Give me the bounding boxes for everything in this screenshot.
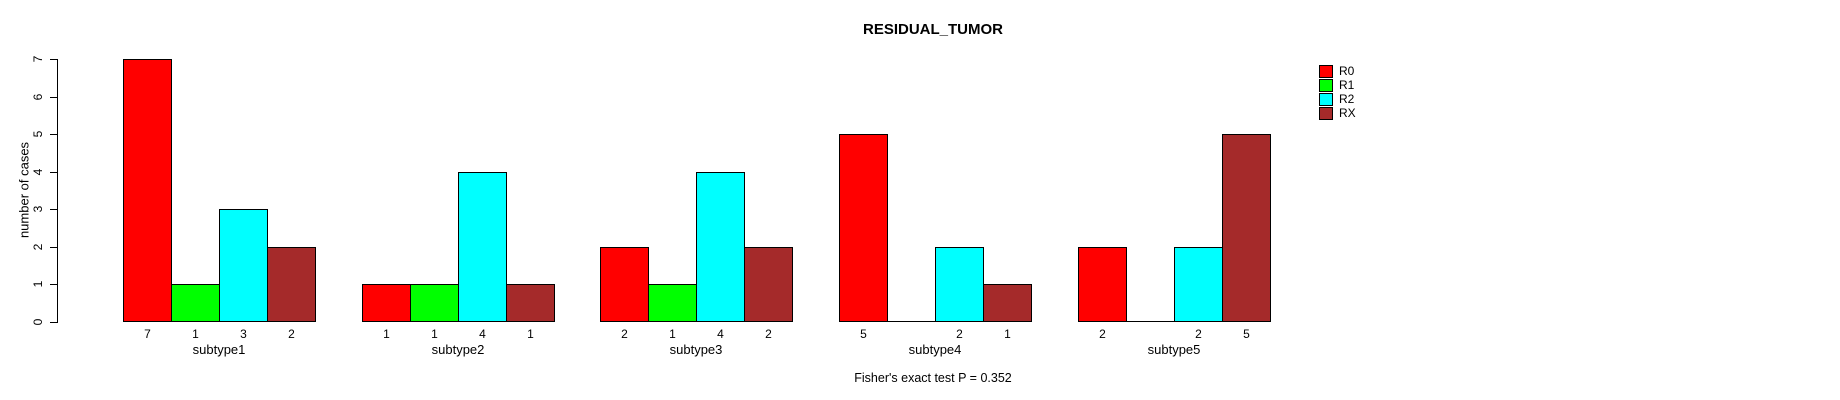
bar-subtype5-R1-zero [1126, 321, 1175, 322]
legend: R0 R1 R2 RX [1319, 64, 1356, 121]
bar-subtype3-RX [744, 247, 793, 322]
legend-item-R2: R2 [1319, 92, 1356, 106]
category-label-subtype3: subtype3 [669, 342, 723, 357]
bar-value-label-subtype4-R2: 2 [956, 327, 963, 341]
y-tick-mark [50, 172, 57, 173]
y-axis-line [57, 59, 58, 323]
legend-item-RX: RX [1319, 106, 1356, 120]
y-tick-label: 5 [31, 130, 45, 138]
bar-subtype1-R1 [171, 284, 220, 322]
bar-subtype2-RX [506, 284, 555, 322]
bar-value-label-subtype1-R2: 3 [240, 327, 247, 341]
bar-value-label-subtype1-RX: 2 [288, 327, 295, 341]
bar-value-label-subtype5-R0: 2 [1099, 327, 1106, 341]
bar-subtype4-R0 [839, 134, 888, 322]
category-label-subtype5: subtype5 [1147, 342, 1201, 357]
y-tick-mark [50, 284, 57, 285]
bar-value-label-subtype2-R0: 1 [383, 327, 390, 341]
bar-subtype1-R2 [219, 209, 268, 322]
y-tick-mark [50, 134, 57, 135]
bar-value-label-subtype5-RX: 5 [1243, 327, 1250, 341]
bar-subtype4-RX [983, 284, 1032, 322]
legend-swatch-R1 [1319, 78, 1333, 92]
bar-value-label-subtype4-R0: 5 [860, 327, 867, 341]
bar-subtype3-R2 [696, 172, 745, 322]
bar-subtype1-RX [267, 247, 316, 322]
bar-subtype3-R1 [648, 284, 697, 322]
bar-subtype2-R2 [458, 172, 507, 322]
bar-subtype3-R0 [600, 247, 649, 322]
chart-title: RESIDUAL_TUMOR [862, 21, 1004, 38]
bar-value-label-subtype2-RX: 1 [527, 327, 534, 341]
bar-value-label-subtype3-RX: 2 [765, 327, 772, 341]
y-tick-mark [50, 97, 57, 98]
bar-value-label-subtype4-RX: 1 [1004, 327, 1011, 341]
bar-value-label-subtype1-R0: 7 [144, 327, 151, 341]
bar-value-label-subtype1-R1: 1 [192, 327, 199, 341]
legend-item-R0: R0 [1319, 64, 1356, 78]
y-tick-label: 0 [31, 318, 45, 326]
bar-value-label-subtype5-R2: 2 [1195, 327, 1202, 341]
y-tick-mark [50, 59, 57, 60]
bar-subtype5-RX [1222, 134, 1271, 322]
y-tick-mark [50, 209, 57, 210]
bar-value-label-subtype3-R1: 1 [669, 327, 676, 341]
bar-subtype2-R1 [410, 284, 459, 322]
y-tick-label: 3 [31, 205, 45, 213]
legend-label-R2: R2 [1339, 92, 1355, 106]
y-tick-label: 1 [31, 280, 45, 288]
fisher-test-annotation: Fisher's exact test P = 0.352 [854, 371, 1012, 385]
bar-value-label-subtype2-R1: 1 [431, 327, 438, 341]
legend-swatch-R2 [1319, 92, 1333, 106]
legend-swatch-RX [1319, 106, 1333, 120]
bar-subtype1-R0 [123, 59, 172, 322]
bar-value-label-subtype2-R2: 4 [479, 327, 486, 341]
bar-subtype2-R0 [362, 284, 411, 322]
legend-label-R0: R0 [1339, 64, 1355, 78]
bar-subtype4-R1-zero [887, 321, 936, 322]
category-label-subtype4: subtype4 [908, 342, 962, 357]
legend-swatch-R0 [1319, 64, 1333, 78]
y-tick-mark [50, 247, 57, 248]
legend-label-R1: R1 [1339, 78, 1355, 92]
category-label-subtype1: subtype1 [192, 342, 246, 357]
y-tick-label: 2 [31, 243, 45, 251]
y-tick-label: 4 [31, 168, 45, 176]
bar-subtype5-R0 [1078, 247, 1127, 322]
bar-value-label-subtype3-R2: 4 [717, 327, 724, 341]
bar-subtype5-R2 [1174, 247, 1223, 322]
y-tick-label: 7 [31, 55, 45, 63]
y-tick-mark [50, 322, 57, 323]
legend-item-R1: R1 [1319, 78, 1356, 92]
legend-label-RX: RX [1339, 106, 1356, 120]
bar-value-label-subtype3-R0: 2 [621, 327, 628, 341]
bar-subtype4-R2 [935, 247, 984, 322]
category-label-subtype2: subtype2 [431, 342, 485, 357]
y-tick-label: 6 [31, 93, 45, 101]
